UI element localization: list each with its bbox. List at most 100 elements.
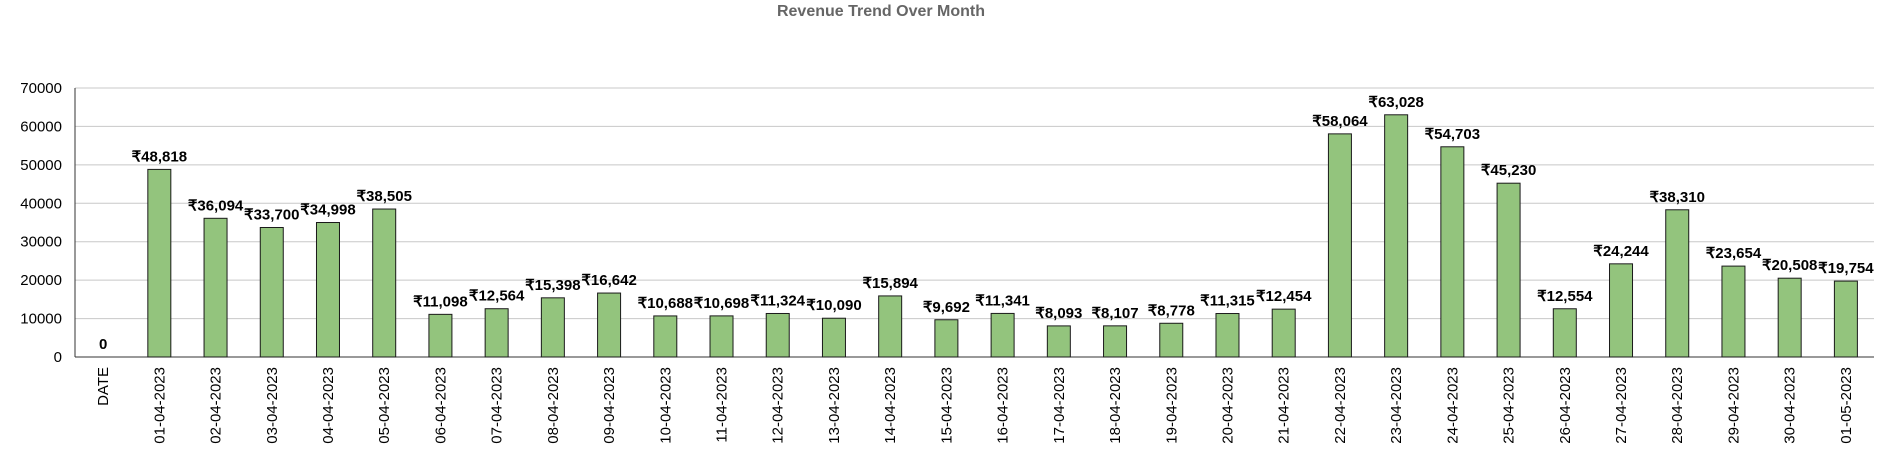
x-tick-label: 01-04-2023 (151, 367, 168, 444)
y-tick-label: 30000 (20, 234, 62, 251)
data-label: ₹12,554 (1537, 288, 1593, 305)
y-tick-label: 20000 (20, 272, 62, 289)
x-tick-label: 02-04-2023 (208, 367, 225, 444)
data-label: ₹12,564 (469, 288, 525, 305)
bar (597, 292, 622, 358)
bar (1721, 265, 1746, 358)
bar (1159, 322, 1184, 358)
x-tick-label: 11-04-2023 (714, 367, 731, 443)
data-label: ₹20,508 (1762, 257, 1817, 274)
x-tick-label: 16-04-2023 (995, 367, 1012, 444)
x-tick-label: 29-04-2023 (1725, 367, 1742, 444)
bar (653, 315, 678, 358)
bar (484, 308, 509, 358)
data-label: ₹12,454 (1256, 288, 1312, 305)
data-label: ₹33,700 (244, 206, 299, 223)
x-tick-label: 30-04-2023 (1782, 367, 1799, 444)
x-tick-label: 18-04-2023 (1107, 367, 1124, 444)
data-label: ₹16,642 (581, 272, 636, 289)
bar (1103, 325, 1128, 358)
bar (1552, 308, 1577, 358)
x-tick-label: 08-04-2023 (545, 367, 562, 444)
x-tick-label: 21-04-2023 (1276, 367, 1293, 444)
x-tick-label: 24-04-2023 (1444, 367, 1461, 444)
data-label: ₹38,310 (1650, 189, 1705, 206)
data-label: ₹10,688 (638, 295, 693, 312)
bar (765, 312, 790, 358)
data-label: ₹19,754 (1818, 260, 1874, 277)
bar (203, 217, 228, 358)
y-tick-label: 40000 (20, 195, 62, 212)
bar (540, 297, 565, 358)
data-label: ₹45,230 (1481, 162, 1536, 179)
x-tick-label: 01-05-2023 (1838, 367, 1855, 444)
bar (1777, 277, 1802, 358)
data-label: ₹58,064 (1312, 113, 1368, 130)
data-label: ₹24,244 (1593, 243, 1649, 260)
x-tick-label: 17-04-2023 (1051, 367, 1068, 444)
x-tick-label: 12-04-2023 (770, 367, 787, 444)
y-tick-label: 60000 (20, 118, 62, 135)
x-tick-label: 20-04-2023 (1219, 367, 1236, 444)
x-tick-label: 23-04-2023 (1388, 367, 1405, 444)
x-tick-label: 13-04-2023 (826, 367, 843, 444)
bar (1665, 209, 1690, 358)
x-tick-label: DATE (95, 367, 112, 406)
bar (709, 315, 734, 358)
data-label: ₹8,778 (1148, 302, 1195, 319)
y-tick-label: 70000 (20, 80, 62, 97)
bar (147, 168, 172, 358)
data-label: ₹48,818 (132, 148, 187, 165)
x-tick-label: 25-04-2023 (1501, 367, 1518, 444)
bar (990, 312, 1015, 358)
data-label: ₹54,703 (1425, 126, 1480, 143)
x-tick-label: 22-04-2023 (1332, 367, 1349, 444)
bar (372, 208, 397, 358)
bar (934, 319, 959, 358)
data-label: ₹8,107 (1092, 305, 1139, 322)
data-label: ₹8,093 (1035, 305, 1082, 322)
data-label: ₹15,398 (525, 277, 580, 294)
data-label: ₹36,094 (188, 197, 244, 214)
bar (315, 222, 340, 358)
data-label: ₹11,324 (750, 292, 805, 309)
data-label: ₹63,028 (1368, 94, 1423, 111)
bar (1327, 133, 1352, 358)
x-tick-label: 07-04-2023 (489, 367, 506, 444)
bar (1215, 313, 1240, 358)
bar (1046, 325, 1071, 358)
x-tick-label: 15-04-2023 (938, 367, 955, 444)
x-tick-label: 14-04-2023 (882, 367, 899, 444)
y-tick-label: 10000 (20, 311, 62, 328)
bar (1609, 263, 1634, 358)
y-tick-label: 0 (54, 349, 62, 366)
bar (428, 313, 453, 358)
x-tick-label: 10-04-2023 (657, 367, 674, 444)
bar (259, 226, 284, 358)
data-label: ₹9,692 (923, 299, 970, 316)
bar (1271, 308, 1296, 358)
bar (1440, 146, 1465, 358)
data-label: ₹11,098 (413, 293, 468, 310)
data-label: ₹10,698 (694, 295, 749, 312)
data-label: ₹11,341 (975, 292, 1030, 309)
x-tick-label: 19-04-2023 (1163, 367, 1180, 444)
data-label: ₹23,654 (1706, 245, 1762, 262)
bar (878, 295, 903, 358)
x-tick-label: 05-04-2023 (376, 367, 393, 444)
x-tick-label: 26-04-2023 (1557, 367, 1574, 444)
x-tick-label: 06-04-2023 (432, 367, 449, 444)
data-label: ₹34,998 (300, 202, 355, 219)
x-tick-label: 27-04-2023 (1613, 367, 1630, 444)
data-label: ₹15,894 (862, 275, 918, 292)
bar (1833, 280, 1858, 358)
data-label: ₹38,505 (356, 188, 411, 205)
bar (1384, 114, 1409, 358)
chart-subtitle: Revenue Trend Over Month (776, 3, 986, 20)
x-tick-label: 09-04-2023 (601, 367, 618, 444)
data-label: ₹10,090 (806, 297, 861, 314)
x-tick-label: 28-04-2023 (1669, 367, 1686, 444)
bar (821, 317, 846, 358)
y-tick-label: 50000 (20, 157, 62, 174)
